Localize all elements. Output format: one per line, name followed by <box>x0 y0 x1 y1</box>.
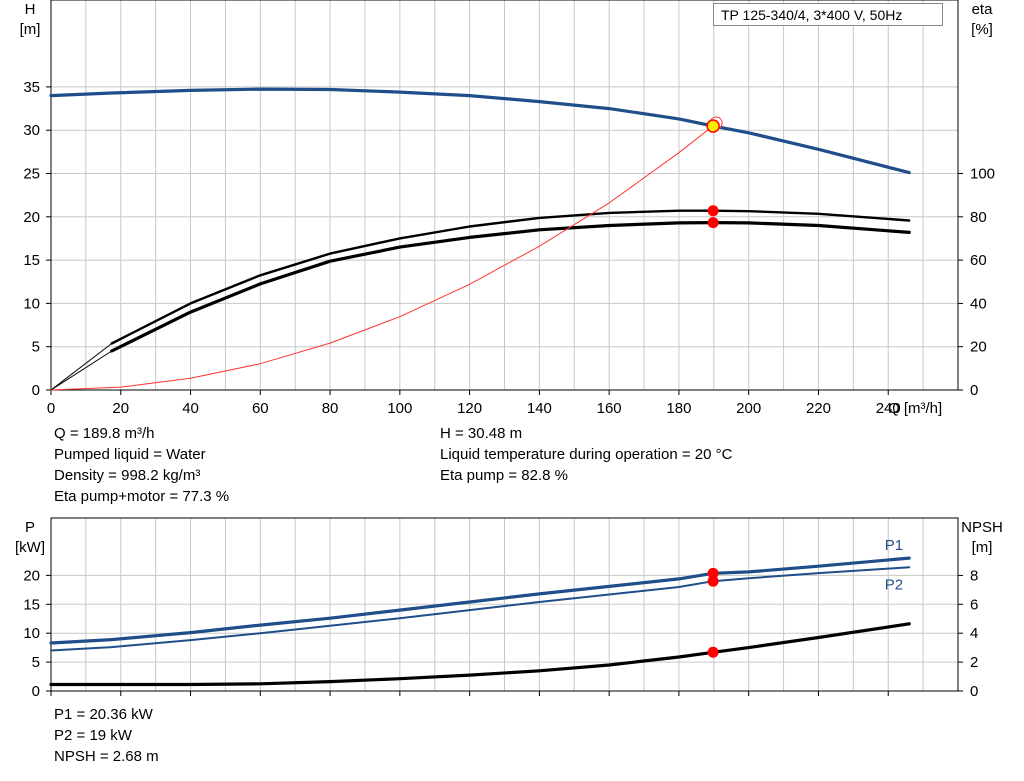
x-tick-label: 120 <box>457 400 482 417</box>
x-tick-label: 240 <box>876 400 901 417</box>
bottom-y-left-tick-label: 0 <box>32 683 40 700</box>
chart-title: TP 125-340/4, 3*400 V, 50Hz <box>713 3 943 26</box>
top-y-right-tick-label: 60 <box>970 252 987 269</box>
top-y-left-tick-label: 5 <box>32 339 40 356</box>
info-top-right: H = 30.48 m Liquid temperature during op… <box>440 423 732 486</box>
x-tick-label: 20 <box>112 400 129 417</box>
info-flow: Q = 189.8 m³/h <box>54 425 155 442</box>
series-label-P2: P2 <box>885 576 903 593</box>
top-y-left-tick-label: 0 <box>32 382 40 399</box>
x-tick-label: 40 <box>182 400 199 417</box>
top-y-right-unit: [%] <box>971 21 993 38</box>
operating-point <box>707 575 719 587</box>
series-P2 <box>50 566 911 652</box>
x-tick-label: 100 <box>387 400 412 417</box>
top-y-left-label: H <box>25 1 36 18</box>
info-top-left: Q = 189.8 m³/h Pumped liquid = Water Den… <box>54 423 229 507</box>
info-p2: P2 = 19 kW <box>54 727 132 744</box>
x-axis-label: Q [m³/h] <box>888 400 942 417</box>
bottom-y-right-tick-label: 4 <box>970 625 978 642</box>
top-y-right-tick-label: 20 <box>970 339 987 356</box>
bottom-y-left-tick-label: 15 <box>23 596 40 613</box>
operating-point-head <box>706 119 720 133</box>
series-eta-pump-extension <box>50 343 113 391</box>
info-density: Density = 998.2 kg/m³ <box>54 467 201 484</box>
bottom-panel <box>46 517 963 696</box>
top-y-right-label: eta <box>972 1 994 18</box>
top-y-left-tick-label: 35 <box>23 79 40 96</box>
top-y-left-tick-label: 15 <box>23 252 40 269</box>
info-head: H = 30.48 m <box>440 425 523 442</box>
info-p1: P1 = 20.36 kW <box>54 706 153 723</box>
x-tick-label: 80 <box>322 400 339 417</box>
operating-point <box>707 567 719 579</box>
x-tick-label: 200 <box>736 400 761 417</box>
bottom-y-right-tick-label: 6 <box>970 596 978 613</box>
series-eta-pump-motor-extension <box>50 350 113 391</box>
info-bottom: P1 = 20.36 kW P2 = 19 kW NPSH = 2.68 m <box>54 704 159 767</box>
info-temperature: Liquid temperature during operation = 20… <box>440 446 733 463</box>
operating-point <box>707 217 719 229</box>
bottom-y-right-tick-label: 2 <box>970 654 978 671</box>
top-y-right-tick-label: 100 <box>970 166 995 183</box>
info-liquid: Pumped liquid = Water <box>54 446 206 463</box>
x-tick-label: 60 <box>252 400 269 417</box>
top-y-left-unit: [m] <box>20 21 41 38</box>
bottom-y-left-label: P <box>25 519 35 536</box>
operating-point <box>707 205 719 217</box>
top-panel <box>46 0 963 395</box>
top-y-left-tick-label: 30 <box>23 122 40 139</box>
info-eta-pump-motor: Eta pump+motor = 77.3 % <box>54 488 230 505</box>
bottom-y-left-tick-label: 5 <box>32 654 40 671</box>
bottom-y-right-tick-label: 8 <box>970 567 978 584</box>
bottom-y-right-unit: [m] <box>972 539 993 556</box>
top-y-right-tick-label: 0 <box>970 382 978 399</box>
series-eta-pump <box>110 209 911 345</box>
top-y-right-tick-label: 80 <box>970 209 987 226</box>
x-tick-label: 220 <box>806 400 831 417</box>
info-npsh: NPSH = 2.68 m <box>54 748 159 765</box>
bottom-y-left-unit: [kW] <box>15 539 45 556</box>
x-tick-label: 180 <box>666 400 691 417</box>
series-NPSH <box>49 622 911 687</box>
operating-point <box>707 646 719 658</box>
series-head-extension <box>50 92 113 97</box>
series-label-P1: P1 <box>885 537 903 554</box>
series-head <box>49 87 911 175</box>
top-y-right-tick-label: 40 <box>970 295 987 312</box>
top-y-left-tick-label: 20 <box>23 209 40 226</box>
info-eta-pump: Eta pump = 82.8 % <box>440 467 568 484</box>
bottom-y-right-label: NPSH <box>961 519 1003 536</box>
top-y-left-tick-label: 10 <box>23 295 40 312</box>
series-P1 <box>49 556 911 645</box>
series-system-curve <box>50 125 714 391</box>
x-tick-label: 140 <box>527 400 552 417</box>
top-plot-frame <box>50 0 959 391</box>
x-tick-label: 0 <box>47 400 55 417</box>
top-y-left-tick-label: 25 <box>23 166 40 183</box>
bottom-y-right-tick-label: 0 <box>970 683 978 700</box>
x-tick-label: 160 <box>597 400 622 417</box>
bottom-y-left-tick-label: 20 <box>23 567 40 584</box>
series-eta-pump-motor <box>110 221 911 353</box>
bottom-y-left-tick-label: 10 <box>23 625 40 642</box>
